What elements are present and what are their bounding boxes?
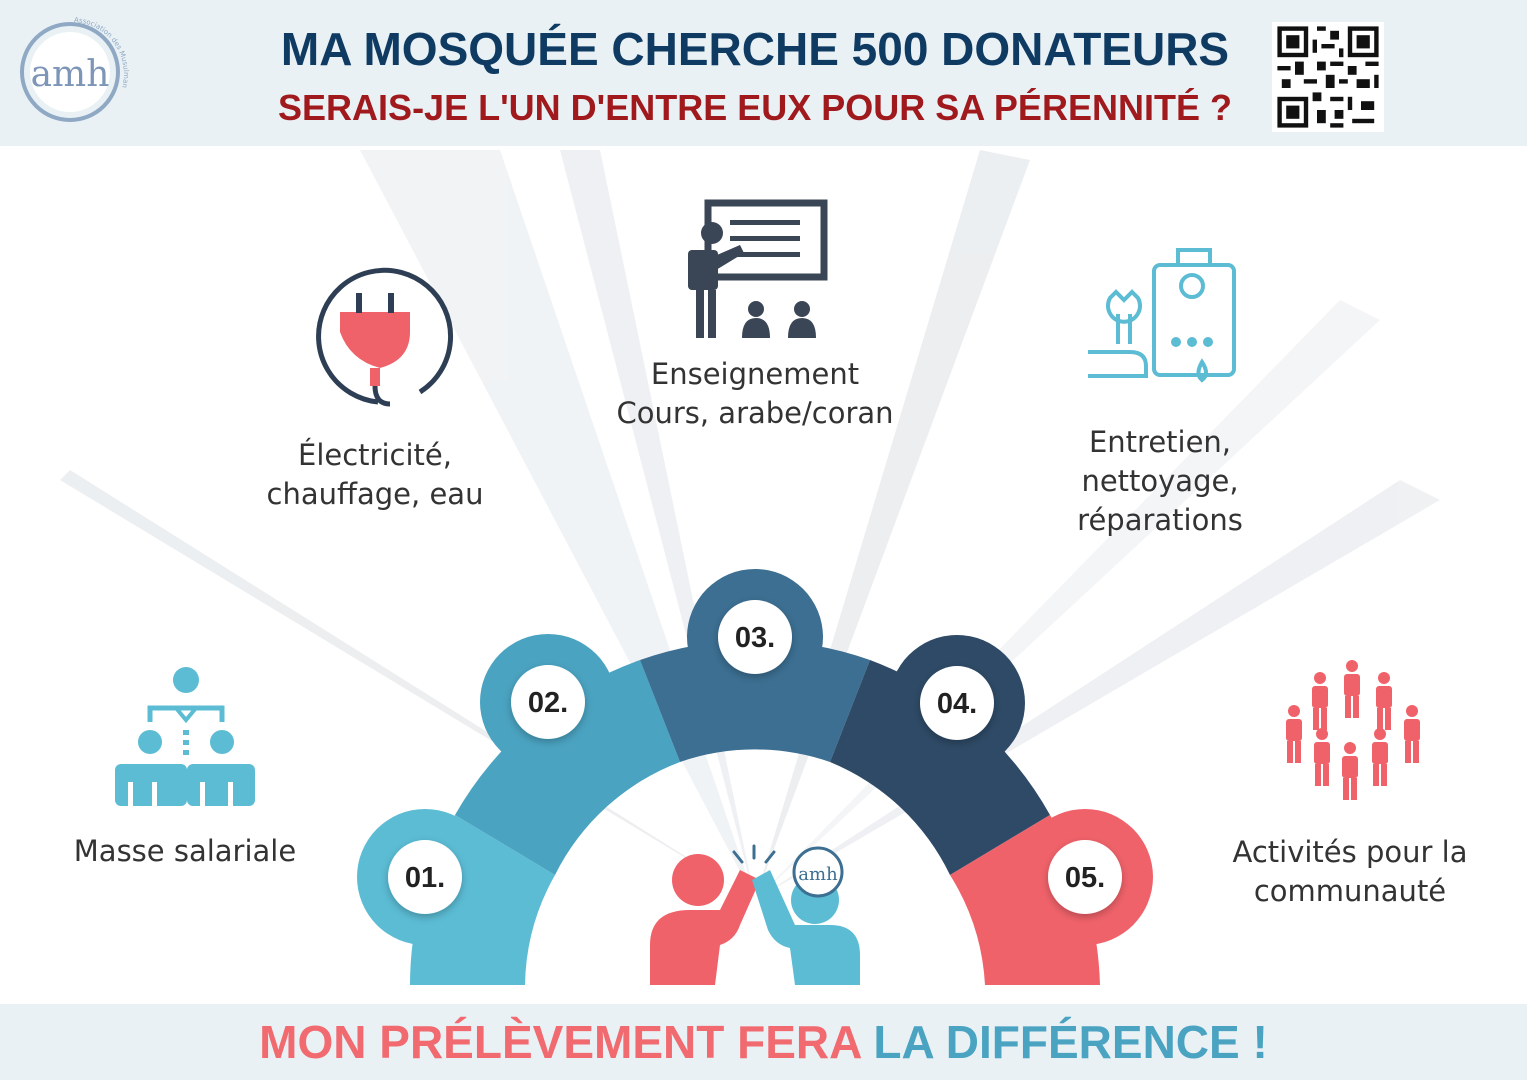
repair-icon <box>1088 248 1236 383</box>
plug-icon <box>316 267 454 407</box>
hierarchy-icon <box>115 667 255 806</box>
svg-text:amh: amh <box>798 864 838 885</box>
label-electricite: Électricité, chauffage, eau <box>266 438 484 511</box>
header-banner: amh Association des Musulmans du Havre M… <box>0 0 1527 146</box>
label-enseignement: Enseignement Cours, arabe/coran <box>616 357 894 430</box>
sub-title: SERAIS-JE L'UN D'ENTRE EUX POUR SA PÉREN… <box>278 87 1232 128</box>
footer-text-part3: LA DIFFÉRENCE ! <box>873 1016 1268 1068</box>
main-title: MA MOSQUÉE CHERCHE 500 DONATEURS <box>280 23 1230 75</box>
footer-text-part2: FERA <box>737 1016 874 1068</box>
arc-segment-02 <box>455 660 680 875</box>
step-number-04: 04. <box>937 688 977 720</box>
step-number-02: 02. <box>528 687 568 719</box>
svg-text:amh: amh <box>31 54 110 95</box>
label-entretien: Entretien, nettoyage, réparations <box>1077 425 1243 537</box>
infographic: 01. 02. 03. 04. 05. amh <box>0 146 1527 1004</box>
step-number-01: 01. <box>405 862 445 894</box>
footer-text-part1: MON PRÉLÈVEMENT <box>259 1016 738 1068</box>
label-masse-salariale: Masse salariale <box>73 834 297 868</box>
association-logo: amh Association des Musulmans du Havre <box>14 10 130 122</box>
high-five-icon: amh <box>650 844 860 985</box>
step-number-05: 05. <box>1065 862 1105 894</box>
fan-diagram: 01. 02. 03. 04. 05. amh <box>60 150 1440 985</box>
qr-code-icon[interactable] <box>1272 22 1384 132</box>
teacher-icon <box>688 199 828 338</box>
footer-banner: MON PRÉLÈVEMENT FERA LA DIFFÉRENCE ! <box>0 1004 1527 1080</box>
label-activites: Activités pour la communauté <box>1232 835 1468 908</box>
step-number-03: 03. <box>735 622 775 654</box>
